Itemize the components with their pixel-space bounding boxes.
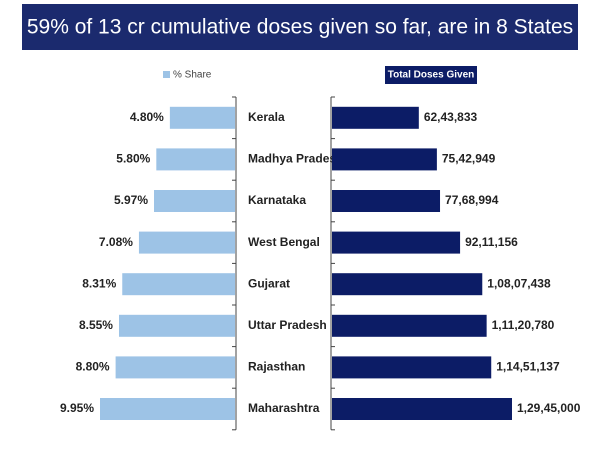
category-label: West Bengal xyxy=(248,235,320,249)
bar xyxy=(118,314,235,337)
category-label: Rajasthan xyxy=(248,360,305,374)
value-label: 5.97% xyxy=(114,193,148,207)
bar xyxy=(154,190,235,212)
bar xyxy=(332,314,487,337)
chart-title: 59% of 13 cr cumulative doses given so f… xyxy=(27,16,573,39)
bar xyxy=(156,148,235,171)
value-label: 1,08,07,438 xyxy=(487,276,551,290)
bar xyxy=(332,231,461,254)
bar xyxy=(332,106,419,129)
legend-label: % Share xyxy=(173,70,212,81)
value-label: 4.80% xyxy=(130,110,164,124)
bar xyxy=(122,273,235,296)
value-label: 1,11,20,780 xyxy=(492,318,555,332)
bar xyxy=(332,398,512,420)
title-banner xyxy=(22,4,578,50)
value-label: 8.31% xyxy=(82,276,116,290)
value-label: 77,68,994 xyxy=(445,193,499,207)
category-label: Karnataka xyxy=(248,193,306,207)
category-label: Kerala xyxy=(248,110,285,124)
bar xyxy=(332,190,441,212)
value-label: 62,43,833 xyxy=(424,110,478,124)
category-label: Gujarat xyxy=(248,276,290,290)
value-label: 9.95% xyxy=(60,401,94,415)
legend-box xyxy=(385,66,477,84)
bar xyxy=(138,231,235,254)
category-label: Uttar Pradesh xyxy=(248,318,327,332)
legend-label: Total Doses Given xyxy=(388,70,475,81)
value-label: 5.80% xyxy=(116,152,150,166)
category-label: Maharashtra xyxy=(248,401,320,415)
bar xyxy=(169,106,235,129)
bar xyxy=(115,356,235,379)
bar xyxy=(332,273,483,296)
category-label: Madhya Pradesh xyxy=(248,152,343,166)
bar xyxy=(100,398,235,420)
value-label: 1,29,45,000 xyxy=(517,401,581,415)
value-label: 1,14,51,137 xyxy=(496,360,560,374)
value-label: 7.08% xyxy=(99,235,133,249)
value-label: 8.55% xyxy=(79,318,113,332)
legend-swatch xyxy=(163,71,170,78)
value-label: 8.80% xyxy=(76,360,110,374)
value-label: 92,11,156 xyxy=(465,235,518,249)
value-label: 75,42,949 xyxy=(442,152,496,166)
bar xyxy=(332,356,492,379)
bar xyxy=(332,148,437,171)
